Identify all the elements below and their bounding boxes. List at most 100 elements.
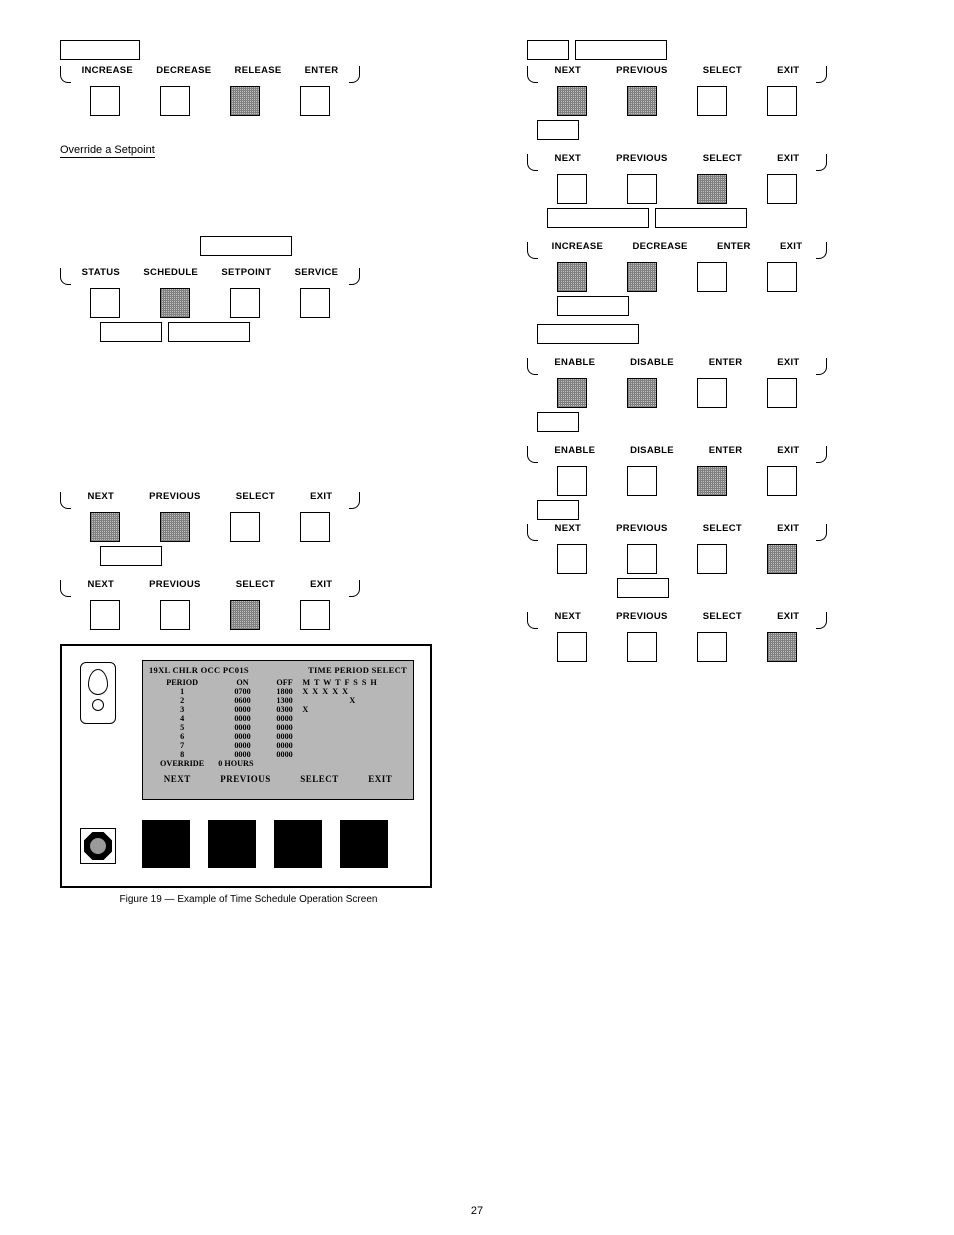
schedule-table: PERIOD ON OFF M T W T F S S H 107001800X…	[149, 678, 407, 768]
col-period: PERIOD	[149, 678, 215, 687]
table-row: 400000000	[149, 714, 407, 723]
key-label: PREVIOUS	[616, 523, 668, 534]
button-bar-r7: NEXT PREVIOUS SELECT EXIT	[527, 612, 827, 662]
table-row: 107001800X X X X X	[149, 687, 407, 696]
key-label: EXIT	[777, 523, 799, 534]
increase-key[interactable]	[90, 86, 120, 116]
exit-key[interactable]	[767, 262, 797, 292]
key-label: ENTER	[709, 357, 743, 368]
enter-key[interactable]	[697, 378, 727, 408]
exit-key[interactable]	[300, 512, 330, 542]
next-key[interactable]	[557, 632, 587, 662]
enter-key[interactable]	[697, 262, 727, 292]
status-key[interactable]	[90, 288, 120, 318]
exit-key[interactable]	[767, 378, 797, 408]
inline-box	[527, 40, 569, 60]
select-key[interactable]	[230, 512, 260, 542]
inline-box	[575, 40, 667, 60]
col-days: M T W T F S S H	[299, 678, 407, 687]
setpoint-key[interactable]	[230, 288, 260, 318]
table-row: 600000000	[149, 732, 407, 741]
key-label: PREVIOUS	[616, 153, 668, 164]
decrease-key[interactable]	[627, 262, 657, 292]
page-number: 27	[0, 1205, 954, 1217]
schedule-key[interactable]	[160, 288, 190, 318]
next-key[interactable]	[90, 600, 120, 630]
exit-key[interactable]	[767, 86, 797, 116]
alarm-light-icon	[80, 662, 116, 724]
inline-box	[537, 324, 639, 344]
screen-title-right: TIME PERIOD SELECT	[308, 665, 407, 675]
key-label: SCHEDULE	[143, 267, 198, 278]
next-key[interactable]	[557, 86, 587, 116]
previous-key[interactable]	[627, 86, 657, 116]
button-bar-status-schedule-setpoint-service: STATUS SCHEDULE SETPOINT SERVICE	[60, 268, 360, 318]
step-lead-box	[60, 40, 140, 60]
enable-key[interactable]	[557, 466, 587, 496]
next-key[interactable]	[557, 174, 587, 204]
release-key[interactable]	[230, 86, 260, 116]
decrease-key[interactable]	[160, 86, 190, 116]
key-label: PREVIOUS	[149, 579, 201, 590]
softkey-label: SELECT	[300, 774, 339, 784]
service-key[interactable]	[300, 288, 330, 318]
exit-key[interactable]	[767, 544, 797, 574]
table-row: 700000000	[149, 741, 407, 750]
select-key[interactable]	[697, 544, 727, 574]
inline-box	[655, 208, 747, 228]
enter-key[interactable]	[300, 86, 330, 116]
key-label: ENABLE	[554, 445, 595, 456]
key-label: NEXT	[555, 65, 582, 76]
key-label: DECREASE	[156, 65, 211, 76]
enable-key[interactable]	[557, 378, 587, 408]
select-key[interactable]	[230, 600, 260, 630]
hard-key[interactable]	[340, 820, 388, 868]
hard-key[interactable]	[208, 820, 256, 868]
hard-key[interactable]	[142, 820, 190, 868]
inline-box	[100, 546, 162, 566]
enter-key[interactable]	[697, 466, 727, 496]
lid-hard-keys	[142, 820, 388, 868]
select-key[interactable]	[697, 86, 727, 116]
left-column: INCREASE DECREASE RELEASE ENTER Overr	[60, 40, 437, 905]
key-label: STATUS	[82, 267, 120, 278]
next-key[interactable]	[557, 544, 587, 574]
disable-key[interactable]	[627, 466, 657, 496]
exit-key[interactable]	[767, 632, 797, 662]
override-heading: Override a Setpoint	[60, 144, 155, 158]
inline-box	[557, 296, 629, 316]
key-label: SETPOINT	[221, 267, 271, 278]
hard-key[interactable]	[274, 820, 322, 868]
screen-title-left: 19XL CHLR OCC PC01S	[149, 665, 249, 675]
button-bar-next-prev-select-exit: NEXT PREVIOUS SELECT EXIT	[60, 492, 360, 542]
key-label: SELECT	[236, 579, 275, 590]
previous-key[interactable]	[627, 544, 657, 574]
disable-key[interactable]	[627, 378, 657, 408]
inline-box	[537, 500, 579, 520]
exit-key[interactable]	[767, 174, 797, 204]
key-label: ENABLE	[554, 357, 595, 368]
key-label: SERVICE	[295, 267, 339, 278]
table-row: 300000300X	[149, 705, 407, 714]
exit-key[interactable]	[300, 600, 330, 630]
select-key[interactable]	[697, 632, 727, 662]
key-label: EXIT	[777, 357, 799, 368]
lid-panel-figure: 19XL CHLR OCC PC01S TIME PERIOD SELECT P…	[60, 644, 432, 888]
key-label: EXIT	[310, 579, 332, 590]
stop-button-icon[interactable]	[80, 828, 116, 864]
previous-key[interactable]	[627, 174, 657, 204]
softkey-label: NEXT	[164, 774, 191, 784]
button-bar-increase-decrease-release-enter: INCREASE DECREASE RELEASE ENTER	[60, 66, 360, 116]
button-bar-r6: NEXT PREVIOUS SELECT EXIT	[527, 524, 827, 574]
exit-key[interactable]	[767, 466, 797, 496]
increase-key[interactable]	[557, 262, 587, 292]
button-bar-r3: INCREASE DECREASE ENTER EXIT	[527, 242, 827, 292]
previous-key[interactable]	[160, 600, 190, 630]
previous-key[interactable]	[627, 632, 657, 662]
col-off: OFF	[270, 678, 300, 687]
select-key[interactable]	[697, 174, 727, 204]
next-key[interactable]	[90, 512, 120, 542]
button-bar-r2: NEXT PREVIOUS SELECT EXIT	[527, 154, 827, 204]
previous-key[interactable]	[160, 512, 190, 542]
key-label: EXIT	[777, 445, 799, 456]
